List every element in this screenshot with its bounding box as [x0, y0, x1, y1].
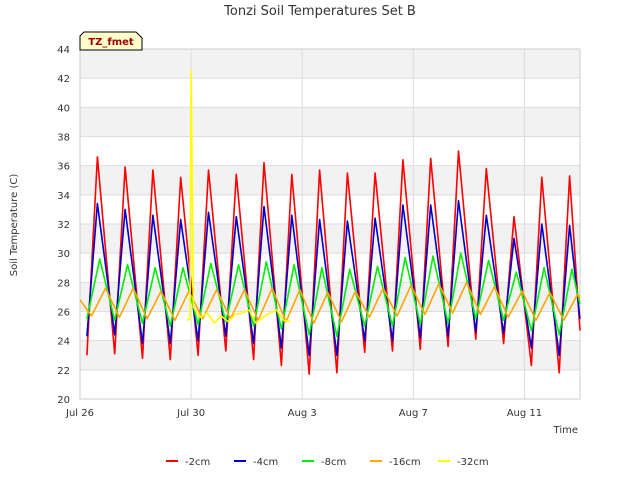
site-badge-label: TZ_fmet — [88, 37, 134, 48]
background-band — [80, 340, 580, 370]
x-tick-label: Jul 26 — [65, 408, 94, 419]
y-tick-label: 44 — [57, 45, 70, 56]
series-line--16cm — [79, 281, 581, 325]
series-lines — [79, 70, 581, 376]
chart-title: Tonzi Soil Temperatures Set B — [223, 4, 416, 19]
y-tick-label: 24 — [57, 337, 70, 348]
background-band — [80, 49, 580, 79]
site-badge-box — [79, 31, 143, 51]
series-line--8cm — [86, 252, 581, 338]
plot-border — [79, 48, 581, 400]
background-band — [80, 165, 580, 195]
x-tick-labels: Jul 26 Jul 30 Aug 3 Aug 7 Aug 11 — [65, 408, 542, 419]
legend-label: -8cm — [321, 457, 346, 468]
y-tick-label: 30 — [57, 249, 70, 260]
legend: -2cm -4cm -8cm -16cm -32cm — [166, 457, 489, 468]
x-tick-label: Aug 3 — [288, 408, 317, 419]
y-tick-label: 28 — [57, 278, 70, 289]
series-line--2cm — [86, 150, 581, 376]
legend-label: -2cm — [185, 457, 210, 468]
x-tick-label: Aug 7 — [399, 408, 428, 419]
legend-label: -16cm — [389, 457, 421, 468]
x-axis-label: Time — [553, 425, 578, 436]
y-tick-label: 38 — [57, 133, 70, 144]
y-tick-label: 36 — [57, 162, 70, 173]
series-line--4cm — [86, 199, 581, 357]
background-band — [80, 224, 580, 254]
y-tick-label: 20 — [57, 395, 70, 406]
y-tick-label: 42 — [57, 74, 70, 85]
y-tick-label: 34 — [57, 191, 70, 202]
y-tick-label: 40 — [57, 103, 70, 114]
y-tick-label: 26 — [57, 308, 70, 319]
y-tick-labels: 20 22 24 26 28 30 32 34 36 38 40 42 44 — [57, 45, 70, 406]
y-tick-label: 22 — [57, 366, 70, 377]
x-tick-label: Aug 11 — [507, 408, 542, 419]
y-axis-label: Soil Temperature (C) — [9, 174, 20, 277]
legend-label: -4cm — [253, 457, 278, 468]
site-badge: TZ_fmet — [79, 31, 143, 51]
y-tick-label: 32 — [57, 220, 70, 231]
series-line--32cm — [186, 70, 291, 325]
background-band — [80, 107, 580, 137]
legend-label: -32cm — [457, 457, 489, 468]
x-tick-label: Jul 30 — [176, 408, 205, 419]
